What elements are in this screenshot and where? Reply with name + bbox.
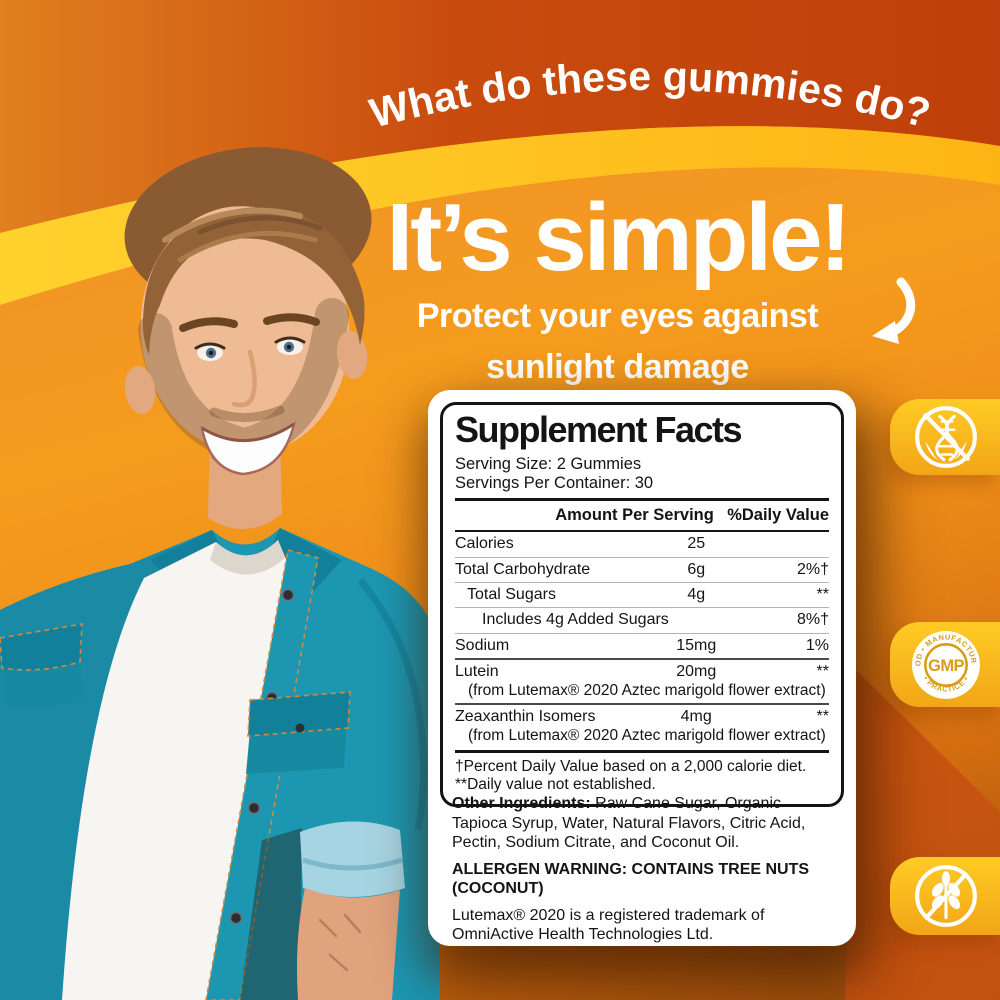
supplement-facts-panel: Supplement Facts Serving Size: 2 Gummies… [440, 402, 844, 807]
column-amount-per-serving: Amount Per Serving [555, 506, 714, 525]
facts-row-lutein: Lutein 20mg ** (from Lutemax® 2020 Aztec… [455, 658, 829, 703]
gmp-seal-icon: GOOD • MANUFACTURING • PRACTICE • GMP [911, 630, 980, 699]
facts-title: Supplement Facts [455, 409, 743, 450]
non-gmo-icon [915, 406, 977, 468]
facts-row-total-sugars: Total Sugars 4g ** [455, 581, 829, 607]
badge-gmp: GOOD • MANUFACTURING • PRACTICE • GMP [890, 622, 1000, 707]
facts-footnotes: †Percent Daily Value based on a 2,000 ca… [455, 749, 829, 796]
subheadline: Protect your eyes against sunlight damag… [340, 291, 895, 393]
curved-arrow-icon [872, 277, 916, 344]
gluten-free-icon [915, 865, 977, 927]
question-text: What do these gummies do? [365, 53, 935, 137]
man-photo [0, 147, 440, 1000]
allergen-warning: ALLERGEN WARNING: CONTAINS TREE NUTS (CO… [452, 860, 810, 898]
supplement-facts-card: Supplement Facts Serving Size: 2 Gummies… [428, 390, 856, 946]
divider-medium [455, 530, 829, 533]
footnote-not-established: **Daily value not established. [455, 776, 656, 794]
subheadline-line1: Protect your eyes against [416, 297, 819, 335]
column-daily-value: %Daily Value [727, 506, 829, 525]
servings-per-container: Servings Per Container: 30 [455, 474, 654, 492]
facts-row-sodium: Sodium 15mg 1% [455, 632, 829, 658]
subheadline-line2: sunlight damage [486, 348, 749, 386]
gmp-center-label: GMP [928, 656, 964, 674]
corner-red-shape [845, 670, 1000, 1000]
facts-row-added-sugars: Includes 4g Added Sugars 8%† [455, 607, 829, 632]
other-ingredients-label: Other Ingredients: [452, 795, 591, 812]
facts-row-total-carbohydrate: Total Carbohydrate 6g 2%† [455, 556, 829, 582]
svg-text:What do these gummies do?: What do these gummies do? [365, 53, 935, 137]
divider-thick [455, 498, 829, 502]
question-arc: What do these gummies do? [365, 53, 935, 137]
other-ingredients: Other Ingredients: Raw Cane Sugar, Organ… [452, 794, 836, 853]
zeaxanthin-source: (from Lutemax® 2020 Aztec marigold flowe… [468, 727, 826, 745]
trademark-note: Lutemax® 2020 is a registered trademark … [452, 906, 765, 944]
facts-row-zeaxanthin: Zeaxanthin Isomers 4mg ** (from Lutemax®… [455, 702, 829, 748]
facts-header-row: Amount Per Serving %Daily Value [455, 501, 829, 530]
headline: It’s simple! [386, 184, 852, 291]
badge-non-gmo [890, 399, 1000, 475]
footnote-daily-value: †Percent Daily Value based on a 2,000 ca… [455, 757, 807, 775]
serving-size: Serving Size: 2 Gummies [455, 454, 642, 473]
lutein-source: (from Lutemax® 2020 Aztec marigold flowe… [468, 682, 826, 700]
card-notes: Other Ingredients: Raw Cane Sugar, Organ… [452, 794, 836, 945]
other-ingredients-text: Raw Cane Sugar, Organic Tapioca Syrup, W… [452, 795, 806, 852]
facts-row-calories: Calories 25 [455, 535, 706, 553]
badge-gluten-free [890, 857, 1000, 935]
